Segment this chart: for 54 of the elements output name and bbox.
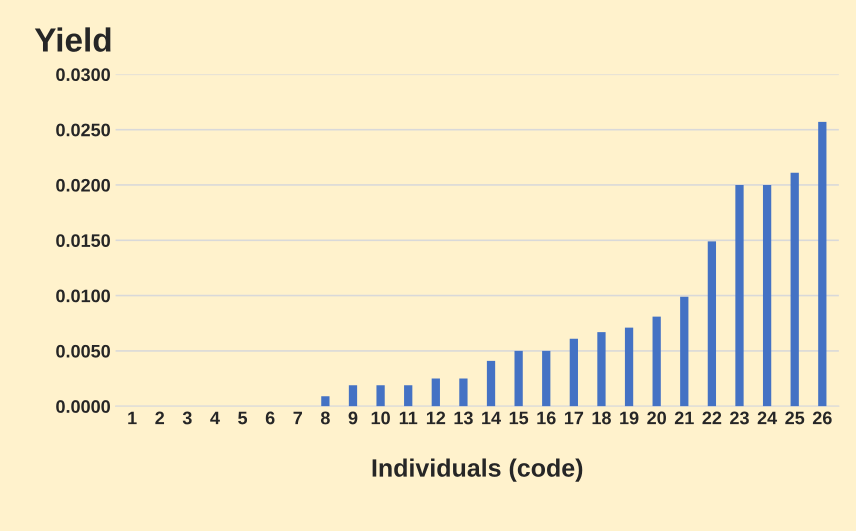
x-tick-label: 13	[454, 412, 473, 424]
x-axis-title: Individuals (code)	[372, 458, 582, 482]
y-tick-label: 0.0200	[56, 178, 110, 192]
x-tick-label: 24	[758, 412, 778, 424]
x-tick-label: 6	[266, 412, 275, 424]
x-tick-label: 18	[592, 412, 611, 424]
x-tick-label: 3	[182, 412, 192, 424]
x-tick-label: 5	[238, 412, 248, 424]
bar	[570, 338, 578, 406]
bar	[486, 360, 496, 406]
x-tick-label: 16	[537, 412, 556, 424]
chart-title: Yield	[34, 27, 110, 52]
bar	[597, 332, 606, 406]
x-tick-label: 2	[155, 412, 164, 424]
bar	[818, 122, 826, 406]
y-tick-label: 0.0150	[56, 234, 110, 247]
bar	[680, 296, 688, 406]
x-tick-label: 17	[564, 412, 584, 424]
x-tick-label: 11	[400, 412, 418, 424]
bar	[790, 172, 799, 406]
x-tick-label: 26	[812, 412, 832, 424]
bar	[432, 378, 440, 406]
bar	[652, 316, 661, 406]
x-tick-label: 15	[510, 412, 528, 424]
y-tick-label: 0.0100	[56, 290, 110, 302]
bar	[514, 350, 523, 406]
bar	[708, 241, 716, 406]
x-tick-label: 1	[128, 412, 137, 424]
y-tick-label: 0.0300	[56, 68, 110, 82]
bar	[762, 184, 772, 406]
bar	[348, 385, 358, 406]
x-tick-label: 19	[620, 412, 638, 424]
x-tick-label: 4	[210, 412, 220, 424]
x-tick-label: 9	[348, 412, 358, 424]
x-tick-label: 23	[730, 412, 749, 424]
x-tick-label: 22	[702, 412, 722, 424]
bar	[321, 396, 330, 406]
bar	[624, 328, 634, 406]
x-tick-label: 8	[320, 412, 330, 424]
x-tick-label: 14	[482, 412, 501, 424]
x-tick-label: 21	[674, 412, 694, 424]
x-tick-label: 25	[785, 412, 804, 424]
y-tick-label: 0.0050	[56, 344, 110, 358]
bar	[735, 184, 744, 406]
x-tick-label: 20	[647, 412, 666, 424]
x-tick-label: 7	[294, 412, 302, 424]
bar	[376, 385, 385, 406]
bar	[404, 385, 412, 406]
y-tick-label: 0.0000	[56, 400, 110, 413]
y-tick-label: 0.0250	[56, 124, 110, 136]
x-tick-label: 10	[372, 412, 390, 424]
bar	[542, 350, 550, 406]
x-tick-label: 12	[426, 412, 446, 424]
bar	[459, 378, 468, 406]
